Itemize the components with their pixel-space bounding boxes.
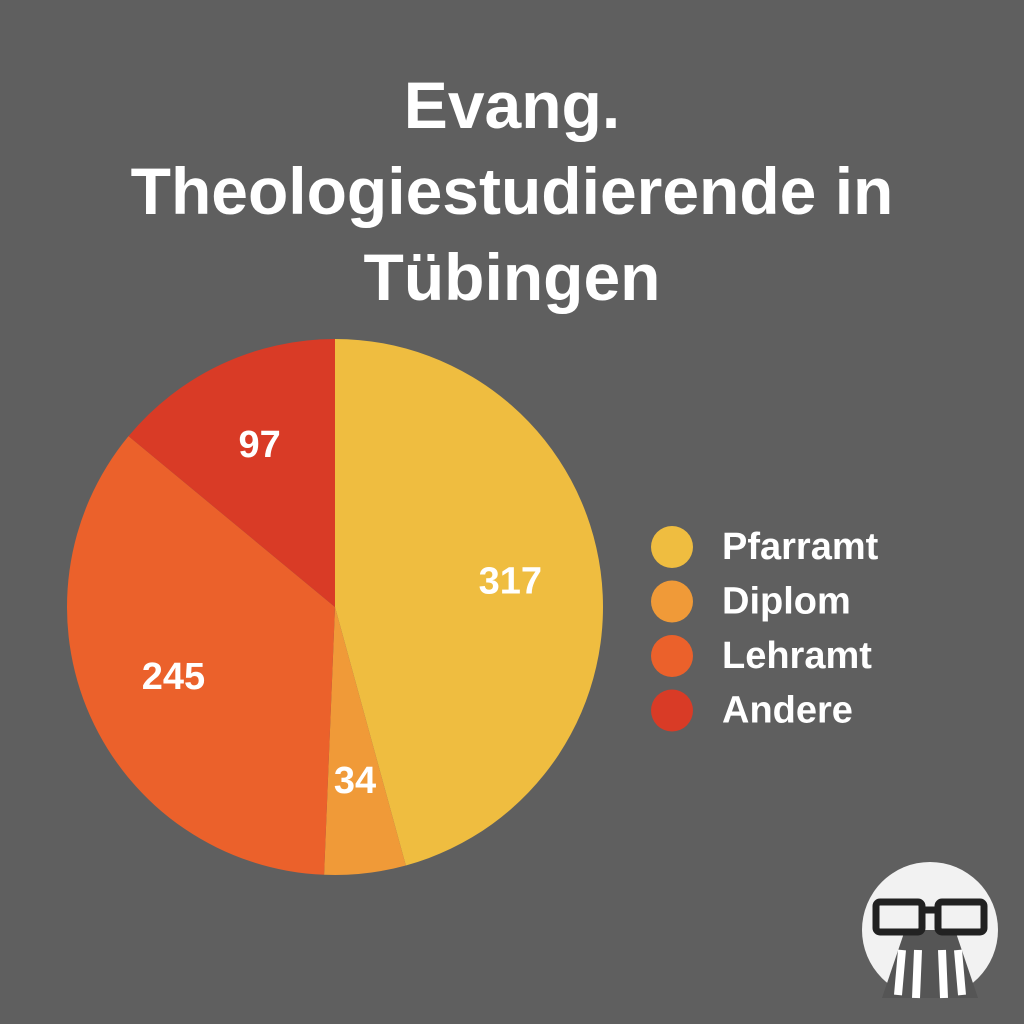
data-label: 97 [239, 424, 281, 466]
legend-label: Pfarramt [722, 526, 879, 568]
legend-marker [651, 689, 693, 732]
legend-label: Diplom [722, 581, 851, 623]
pie-slice [66, 436, 335, 875]
data-label: 245 [142, 656, 205, 698]
pie-slice [128, 339, 335, 607]
legend-label: Lehramt [722, 635, 872, 677]
legend-label: Andere [722, 690, 853, 732]
data-label: 317 [479, 560, 542, 602]
legend-marker [651, 580, 693, 623]
pie-slice [335, 339, 603, 866]
chart-title: Evang. Theologiestudierende in Tübingen [130, 68, 894, 314]
legend-marker [651, 635, 693, 677]
legend-marker [651, 526, 693, 568]
data-label: 34 [334, 760, 376, 802]
pie-slice [324, 607, 406, 875]
logo [862, 862, 998, 999]
